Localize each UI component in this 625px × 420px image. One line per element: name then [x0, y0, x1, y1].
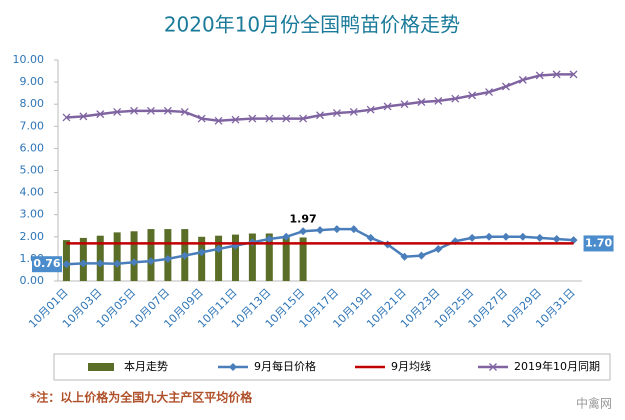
data-label: 0.76: [33, 257, 60, 270]
bar: [147, 229, 155, 281]
marker: [535, 233, 544, 242]
marker: [282, 232, 291, 241]
bar: [282, 236, 290, 281]
marker: [332, 109, 341, 117]
bar: [265, 233, 273, 281]
legend-label: 本月走势: [124, 359, 168, 373]
marker: [501, 232, 510, 241]
marker: [231, 115, 240, 124]
legend-marker: [229, 363, 237, 371]
bar: [231, 234, 239, 281]
chart-title: 2020年10月份全国鸭苗价格走势: [164, 13, 460, 37]
data-label-box: [32, 256, 62, 273]
note: *注：以上价格为全国九大主产区平均价格: [30, 390, 253, 405]
marker: [180, 251, 189, 260]
marker: [96, 110, 105, 119]
marker: [434, 244, 443, 253]
marker: [569, 236, 578, 245]
bar: [299, 237, 307, 281]
marker: [62, 113, 71, 122]
marker: [518, 232, 527, 241]
y-tick-label: 2.00: [20, 230, 45, 243]
y-tick-label: 4.00: [20, 186, 45, 199]
marker: [417, 251, 426, 260]
marker: [417, 98, 426, 106]
marker: [434, 96, 443, 105]
marker: [451, 94, 460, 103]
marker: [214, 244, 223, 253]
marker: [248, 114, 257, 123]
bar: [198, 236, 206, 281]
y-tick-label: 8.00: [20, 97, 45, 110]
marker: [197, 248, 206, 257]
legend-label: 9月均线: [391, 359, 431, 373]
marker: [62, 260, 71, 269]
marker: [197, 114, 206, 123]
marker: [299, 114, 308, 123]
marker: [349, 225, 358, 234]
y-tick-label: 5.00: [20, 164, 45, 177]
marker: [316, 226, 324, 235]
marker: [501, 82, 510, 91]
marker: [163, 254, 172, 263]
data-label: 1.70: [585, 236, 612, 249]
marker: [113, 259, 122, 268]
marker: [130, 106, 139, 115]
marker: [299, 227, 308, 236]
legend-label: 9月每日价格: [254, 359, 316, 373]
marker: [552, 235, 561, 244]
bar: [96, 235, 104, 281]
marker: [180, 107, 189, 116]
marker: [400, 252, 409, 261]
marker: [535, 71, 544, 80]
marker: [79, 259, 88, 268]
marker: [485, 88, 493, 97]
marker: [552, 70, 561, 79]
marker: [366, 233, 375, 242]
marker: [113, 107, 122, 116]
bar: [130, 231, 138, 281]
marker: [96, 259, 105, 268]
marker: [79, 112, 88, 121]
data-label: 1.97: [290, 212, 317, 225]
watermark: 中禽网: [576, 396, 612, 411]
bar: [215, 235, 223, 281]
marker: [366, 105, 375, 114]
marker: [468, 91, 477, 100]
marker: [146, 257, 155, 266]
marker: [468, 233, 477, 242]
y-tick-label: 7.00: [20, 119, 45, 132]
marker: [163, 106, 172, 115]
y-tick-label: 9.00: [20, 75, 45, 88]
marker: [316, 111, 324, 120]
y-tick-label: 10.00: [13, 53, 45, 66]
legend-marker: [489, 363, 497, 371]
marker: [349, 107, 358, 116]
marker: [214, 116, 223, 125]
marker: [383, 102, 392, 111]
marker: [130, 258, 139, 267]
bar: [113, 232, 121, 281]
legend-label: 2019年10月同期: [514, 359, 600, 373]
marker: [518, 75, 527, 84]
y-tick-label: 0.00: [20, 274, 45, 287]
marker: [332, 225, 341, 234]
marker: [265, 235, 274, 244]
marker: [485, 232, 494, 241]
legend-box: [53, 353, 611, 381]
marker: [265, 114, 274, 123]
y-tick-label: 3.00: [20, 208, 45, 221]
marker: [569, 70, 578, 79]
marker: [282, 114, 291, 123]
marker: [400, 100, 409, 109]
legend-swatch: [88, 363, 114, 371]
bar: [248, 233, 256, 281]
y-tick-label: 6.00: [20, 141, 45, 154]
data-label-box: [583, 235, 614, 252]
marker: [147, 106, 155, 115]
